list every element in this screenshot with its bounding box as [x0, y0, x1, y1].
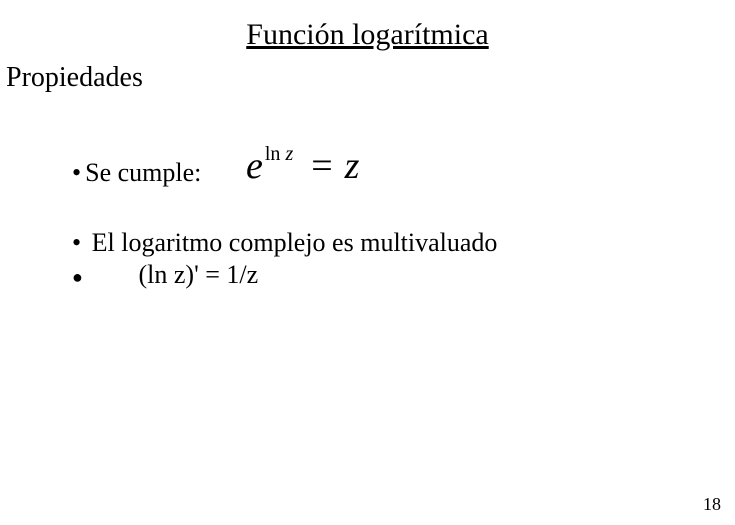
formula-rhs: z [345, 145, 360, 187]
formula-eq: = [311, 145, 332, 187]
bullet-dot-icon: ● [72, 267, 132, 288]
formula-eln: eln z = z [246, 144, 359, 188]
bullet-se-cumple: • Se cumple: [72, 158, 201, 188]
bullet-dot-icon: • [72, 158, 81, 188]
page-number: 18 [703, 494, 721, 515]
section-subtitle: Propiedades [6, 62, 143, 94]
bullet-derivative: ● (ln z)' = 1/z [72, 260, 258, 290]
bullet-derivative-label: (ln z)' = 1/z [139, 260, 259, 289]
bullet-se-cumple-label: Se cumple: [85, 158, 201, 188]
formula-base: e [246, 145, 263, 187]
slide-title: Función logarítmica [0, 18, 735, 52]
formula-exp-var: z [285, 143, 293, 165]
formula-exponent: ln z [265, 143, 293, 165]
bullet-dot-icon: • [72, 228, 81, 257]
slide: Función logarítmica Propiedades • Se cum… [0, 0, 735, 525]
bullet-multivaluado: • El logaritmo complejo es multivaluado [72, 228, 497, 258]
formula-exp-op: ln [265, 143, 281, 165]
bullet-multivaluado-label: El logaritmo complejo es multivaluado [92, 228, 498, 257]
